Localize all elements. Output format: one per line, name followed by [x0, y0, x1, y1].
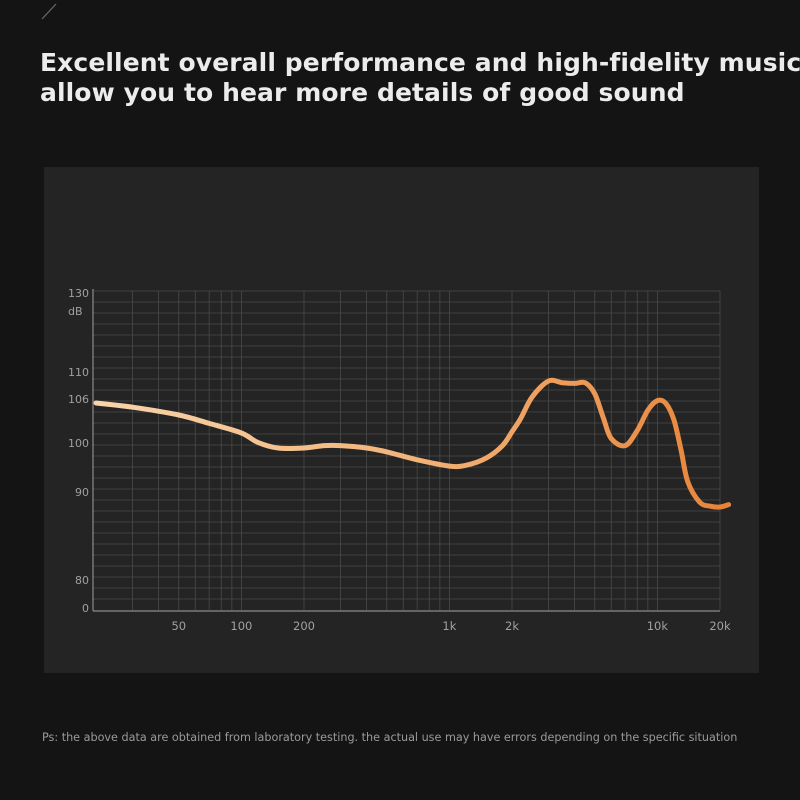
- chart-panel: [44, 167, 759, 673]
- x-tick-label: 1k: [442, 619, 456, 633]
- top-decorative-rule: [41, 3, 762, 20]
- y-tick-label: 0: [82, 602, 89, 615]
- headline-line-2: allow you to hear more details of good s…: [40, 78, 685, 107]
- y-tick-label: 100: [68, 437, 89, 450]
- y-axis-unit-label: dB: [68, 305, 83, 318]
- y-tick-label: 110: [68, 366, 89, 379]
- footnote: Ps: the above data are obtained from lab…: [42, 731, 738, 744]
- x-tick-label: 200: [293, 619, 315, 633]
- y-tick-label: 90: [75, 486, 89, 499]
- y-tick-label: 106: [68, 393, 89, 406]
- y-tick-label: 80: [75, 574, 89, 587]
- x-tick-label: 100: [230, 619, 252, 633]
- x-tick-label: 50: [171, 619, 186, 633]
- x-tick-label: 20k: [709, 619, 731, 633]
- x-tick-label: 10k: [647, 619, 669, 633]
- y-tick-label: 130: [68, 287, 89, 300]
- headline: Excellent overall performance and high-f…: [40, 48, 800, 108]
- headline-line-1: Excellent overall performance and high-f…: [40, 48, 800, 77]
- x-tick-label: 2k: [505, 619, 519, 633]
- frequency-response-curve: [93, 377, 732, 510]
